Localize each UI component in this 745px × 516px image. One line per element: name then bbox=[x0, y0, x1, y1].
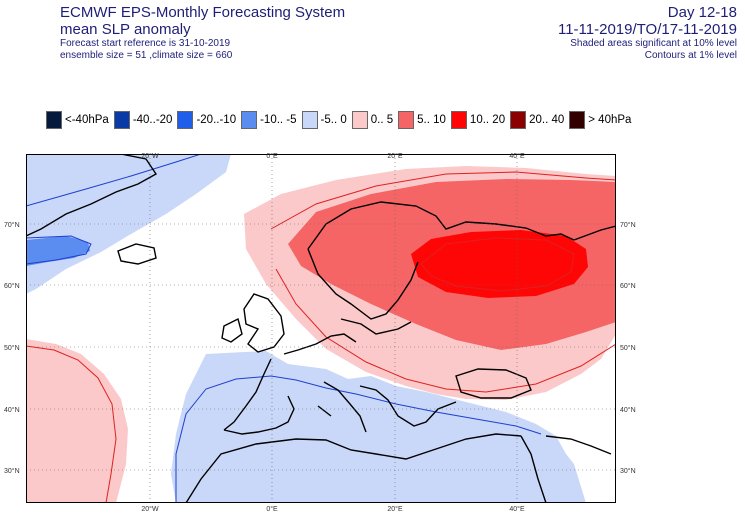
western-europe-coast bbox=[223, 333, 357, 431]
negative-anomaly-mediterranean bbox=[171, 351, 586, 503]
legend-label: 0.. 5 bbox=[370, 114, 394, 126]
map-frame bbox=[26, 154, 616, 503]
legend-swatch bbox=[177, 111, 194, 129]
legend-item: 10.. 20 bbox=[450, 111, 506, 129]
ensemble-info-text: ensemble size = 51 ,climate size = 660 bbox=[60, 50, 233, 61]
date-range: 11-11-2019/TO/17-11-2019 bbox=[557, 21, 737, 38]
period-block: Day 12-18 11-11-2019/TO/17-11-2019 Shade… bbox=[558, 4, 737, 62]
positive-contour-west-atlantic bbox=[26, 345, 117, 503]
legend-label: 20.. 40 bbox=[529, 114, 565, 126]
lat-label: 50°N bbox=[4, 344, 20, 352]
legend-swatch bbox=[113, 111, 130, 129]
legend-swatch bbox=[510, 111, 527, 129]
day-range: Day 12-18 bbox=[667, 4, 737, 21]
title-block: ECMWF EPS-Monthly Forecasting System mea… bbox=[60, 4, 345, 62]
negative-contour-iceland bbox=[26, 235, 92, 265]
negative-contour-mediterranean bbox=[175, 375, 542, 503]
lat-label: 60°N bbox=[620, 282, 636, 290]
legend-label: > 40hPa bbox=[588, 114, 632, 126]
lon-labels-bottom: 20°W 0°E 20°E 40°E bbox=[141, 505, 525, 513]
lon-label: 0°E bbox=[266, 505, 278, 513]
negative-anomaly-atlantic bbox=[26, 154, 231, 294]
legend-item: > 40hPa bbox=[569, 111, 631, 129]
greenland-coast bbox=[26, 154, 158, 237]
ireland-coast bbox=[221, 317, 243, 343]
legend-item: <-40hPa bbox=[46, 111, 109, 129]
lon-label: 40°E bbox=[509, 505, 525, 513]
legend-label: -10.. -5 bbox=[260, 114, 297, 126]
legend-label: -5.. 0 bbox=[320, 114, 347, 126]
balkans-coast bbox=[359, 385, 457, 427]
legend-item: -20..-10 bbox=[177, 111, 236, 129]
lat-label: 70°N bbox=[4, 221, 20, 229]
lat-label: 60°N bbox=[4, 282, 20, 290]
legend-label: 5.. 10 bbox=[417, 114, 446, 126]
lat-label: 30°N bbox=[620, 467, 636, 475]
iceland-coast bbox=[117, 243, 157, 265]
legend-label: <-40hPa bbox=[65, 114, 109, 126]
italy-coast bbox=[317, 381, 367, 433]
legend-label: -40..-20 bbox=[132, 114, 173, 126]
legend-swatch bbox=[46, 111, 62, 129]
legend-label: -20..-10 bbox=[196, 114, 237, 126]
lat-label: 50°N bbox=[620, 344, 636, 352]
legend: <-40hPa -40..-20 -20..-10 -10.. -5 -5.. … bbox=[46, 110, 636, 130]
legend-item: 5.. 10 bbox=[398, 111, 446, 129]
shading-note: Shaded areas significant at 10% level bbox=[570, 38, 737, 49]
contour-note: Contours at 1% level bbox=[644, 50, 737, 61]
scandinavia-coast bbox=[307, 201, 575, 320]
legend-swatch bbox=[398, 111, 415, 129]
map bbox=[26, 154, 616, 503]
lat-label: 40°N bbox=[4, 406, 20, 414]
positive-anomaly-core bbox=[411, 230, 588, 298]
legend-item: -5.. 0 bbox=[301, 111, 347, 129]
strong-negative-iceland bbox=[26, 236, 90, 266]
legend-swatch bbox=[301, 111, 318, 129]
positive-contour-inner bbox=[420, 237, 575, 292]
chart-subtitle: mean SLP anomaly bbox=[60, 21, 191, 38]
legend-swatch bbox=[351, 111, 368, 129]
positive-anomaly-west-atlantic bbox=[26, 339, 128, 503]
chart-title: ECMWF EPS-Monthly Forecasting System bbox=[60, 4, 346, 21]
lat-labels-left: 70°N 60°N 50°N 40°N 30°N bbox=[4, 221, 20, 475]
legend-item: -10.. -5 bbox=[241, 111, 297, 129]
baltic-coast bbox=[340, 318, 412, 335]
lat-label: 40°N bbox=[620, 406, 636, 414]
negative-contour-atlantic bbox=[26, 154, 202, 207]
legend-swatch bbox=[450, 111, 467, 129]
map-canvas bbox=[26, 154, 616, 503]
legend-swatch bbox=[241, 111, 258, 129]
lon-label: 20°E bbox=[387, 505, 403, 513]
black-sea-coast bbox=[455, 368, 532, 399]
lat-label: 70°N bbox=[620, 221, 636, 229]
legend-label: 10.. 20 bbox=[469, 114, 506, 126]
levant-coast bbox=[520, 435, 612, 503]
legend-item: 20.. 40 bbox=[510, 111, 564, 129]
legend-item: -40..-20 bbox=[113, 111, 173, 129]
lon-label: 20°W bbox=[141, 505, 159, 513]
positive-contour-outer bbox=[270, 171, 616, 393]
north-africa-coast bbox=[185, 433, 522, 503]
lat-label: 30°N bbox=[4, 467, 20, 475]
legend-item: 0.. 5 bbox=[351, 111, 394, 129]
legend-swatch bbox=[569, 111, 586, 129]
forecast-start-text: Forecast start reference is 31-10-2019 bbox=[60, 38, 231, 49]
russia-coast bbox=[573, 225, 616, 241]
lat-labels-right: 70°N 60°N 50°N 40°N 30°N bbox=[620, 221, 636, 475]
